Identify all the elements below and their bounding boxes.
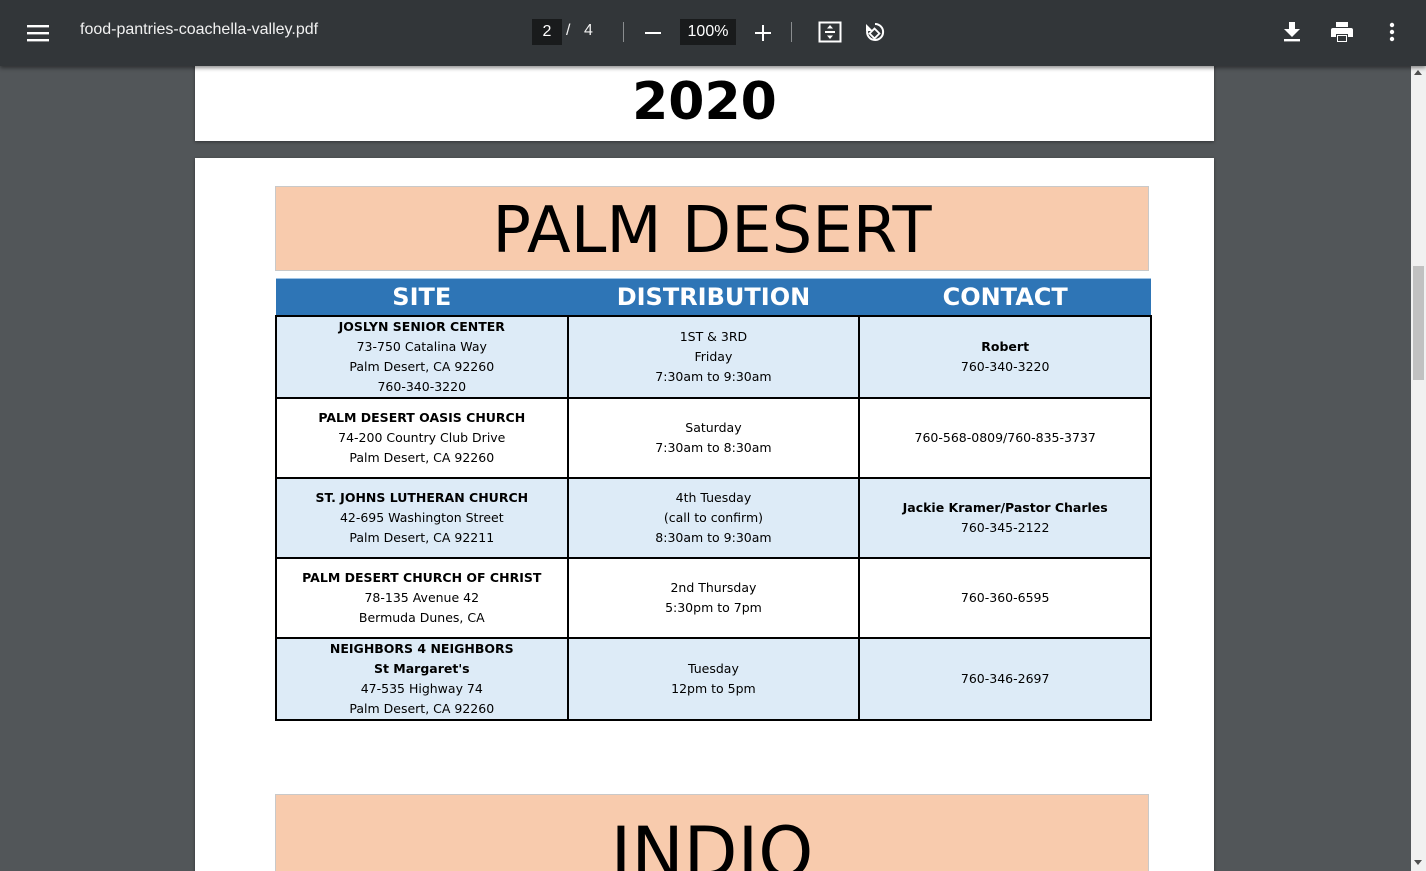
total-pages: 4 xyxy=(584,22,593,39)
page-number-input[interactable]: 2 xyxy=(532,19,562,45)
site-address: 42-695 Washington Street xyxy=(339,509,504,525)
distribution-line: 5:30pm to 7pm xyxy=(665,599,762,615)
plus-icon xyxy=(755,25,771,41)
distribution-line: 7:30am to 9:30am xyxy=(655,368,772,384)
distribution-line: Saturday xyxy=(685,419,742,435)
site-city: Palm Desert, CA 92260 xyxy=(349,700,495,716)
fit-to-page-icon xyxy=(818,21,842,43)
rotate-button[interactable] xyxy=(859,16,891,48)
print-button[interactable] xyxy=(1326,16,1358,48)
table-row: PALM DESERT OASIS CHURCH 74-200 Country … xyxy=(275,396,1152,479)
section-title-palm-desert: PALM DESERT xyxy=(275,186,1149,271)
download-button[interactable] xyxy=(1276,16,1308,48)
print-icon xyxy=(1331,22,1353,42)
contact-cell: 760-568-0809/760-835-3737 xyxy=(858,396,1152,479)
site-cell: JOSLYN SENIOR CENTER 73-750 Catalina Way… xyxy=(275,314,569,399)
distribution-cell: 1ST & 3RD Friday 7:30am to 9:30am xyxy=(566,314,861,399)
distribution-cell: 4th Tuesday (call to confirm) 8:30am to … xyxy=(566,476,861,559)
site-address: 73-750 Catalina Way xyxy=(356,338,487,354)
contact-name: Robert xyxy=(981,338,1030,354)
site-subname: St Margaret's xyxy=(373,660,470,676)
hamburger-menu-icon[interactable] xyxy=(22,17,54,49)
site-name: PALM DESERT OASIS CHURCH xyxy=(318,409,526,425)
site-cell: PALM DESERT CHURCH OF CHRIST 78-135 Aven… xyxy=(275,556,569,639)
table-header-row: SITE DISTRIBUTION CONTACT xyxy=(276,278,1151,316)
vertical-scrollbar[interactable] xyxy=(1411,66,1426,871)
table-row: ST. JOHNS LUTHERAN CHURCH 42-695 Washing… xyxy=(275,476,1152,559)
fit-to-page-button[interactable] xyxy=(814,16,846,48)
column-header-site: SITE xyxy=(276,278,568,316)
contact-phone: 760-346-2697 xyxy=(960,670,1050,686)
toolbar-divider xyxy=(791,22,792,42)
distribution-line: 2nd Thursday xyxy=(670,579,757,595)
distribution-line: 1ST & 3RD xyxy=(679,328,748,344)
pdf-page-2: PALM DESERT SITE DISTRIBUTION CONTACT JO… xyxy=(195,158,1214,871)
scroll-down-arrow-icon[interactable] xyxy=(1414,860,1422,865)
site-address: 74-200 Country Club Drive xyxy=(338,429,506,445)
distribution-cell: Saturday 7:30am to 8:30am xyxy=(566,396,861,479)
site-cell: PALM DESERT OASIS CHURCH 74-200 Country … xyxy=(275,396,569,479)
more-options-button[interactable] xyxy=(1376,16,1408,48)
column-header-distribution: DISTRIBUTION xyxy=(567,278,860,316)
site-name: NEIGHBORS 4 NEIGHBORS xyxy=(329,640,514,656)
scroll-thumb[interactable] xyxy=(1413,266,1424,380)
column-header-contact: CONTACT xyxy=(859,278,1151,316)
site-cell: NEIGHBORS 4 NEIGHBORS St Margaret's 47-5… xyxy=(275,636,569,721)
scroll-up-arrow-icon[interactable] xyxy=(1414,70,1422,75)
more-vertical-icon xyxy=(1389,22,1395,42)
contact-phone: 760-568-0809/760-835-3737 xyxy=(914,429,1096,445)
site-city: Palm Desert, CA 92260 xyxy=(349,358,495,374)
distribution-line: 7:30am to 8:30am xyxy=(655,439,772,455)
site-name: ST. JOHNS LUTHERAN CHURCH xyxy=(315,489,529,505)
site-name: PALM DESERT CHURCH OF CHRIST xyxy=(302,569,542,585)
table-row: JOSLYN SENIOR CENTER 73-750 Catalina Way… xyxy=(275,314,1152,399)
minus-icon xyxy=(645,32,661,34)
contact-cell: Robert 760-340-3220 xyxy=(858,314,1152,399)
distribution-line: (call to confirm) xyxy=(663,509,763,525)
site-cell: ST. JOHNS LUTHERAN CHURCH 42-695 Washing… xyxy=(275,476,569,559)
food-pantry-table: SITE DISTRIBUTION CONTACT JOSLYN SENIOR … xyxy=(275,278,1152,721)
contact-phone: 760-345-2122 xyxy=(960,519,1050,535)
distribution-cell: 2nd Thursday 5:30pm to 7pm xyxy=(566,556,861,639)
pdf-toolbar: food-pantries-coachella-valley.pdf 2 / 4… xyxy=(0,0,1426,66)
table-row: NEIGHBORS 4 NEIGHBORS St Margaret's 47-5… xyxy=(275,636,1152,721)
distribution-line: 8:30am to 9:30am xyxy=(655,529,772,545)
contact-phone: 760-360-6595 xyxy=(960,589,1050,605)
page-separator: / xyxy=(566,22,571,39)
zoom-in-button[interactable] xyxy=(748,17,778,49)
zoom-out-button[interactable] xyxy=(638,17,668,49)
site-address: 47-535 Highway 74 xyxy=(360,680,483,696)
contact-cell: 760-360-6595 xyxy=(858,556,1152,639)
distribution-line: 4th Tuesday xyxy=(675,489,752,505)
site-city: Palm Desert, CA 92260 xyxy=(349,449,495,465)
distribution-line: 12pm to 5pm xyxy=(671,680,756,696)
distribution-cell: Tuesday 12pm to 5pm xyxy=(566,636,861,721)
contact-phone: 760-340-3220 xyxy=(960,358,1050,374)
rotate-icon xyxy=(866,22,885,41)
site-phone: 760-340-3220 xyxy=(377,378,467,394)
year-heading: 2020 xyxy=(632,72,777,132)
section-title-indio: INDIO xyxy=(275,794,1149,871)
contact-cell: 760-346-2697 xyxy=(858,636,1152,721)
download-icon xyxy=(1284,22,1300,42)
zoom-level-input[interactable]: 100% xyxy=(680,19,736,45)
site-address: 78-135 Avenue 42 xyxy=(364,589,480,605)
site-city: Palm Desert, CA 92211 xyxy=(349,529,495,545)
file-name: food-pantries-coachella-valley.pdf xyxy=(80,21,319,38)
contact-name: Jackie Kramer/Pastor Charles xyxy=(902,499,1108,515)
site-city: Bermuda Dunes, CA xyxy=(358,609,485,625)
distribution-line: Friday xyxy=(694,348,733,364)
toolbar-divider xyxy=(623,22,624,42)
distribution-line: Tuesday xyxy=(688,660,739,676)
site-name: JOSLYN SENIOR CENTER xyxy=(338,318,505,334)
table-row: PALM DESERT CHURCH OF CHRIST 78-135 Aven… xyxy=(275,556,1152,639)
contact-cell: Jackie Kramer/Pastor Charles 760-345-212… xyxy=(858,476,1152,559)
